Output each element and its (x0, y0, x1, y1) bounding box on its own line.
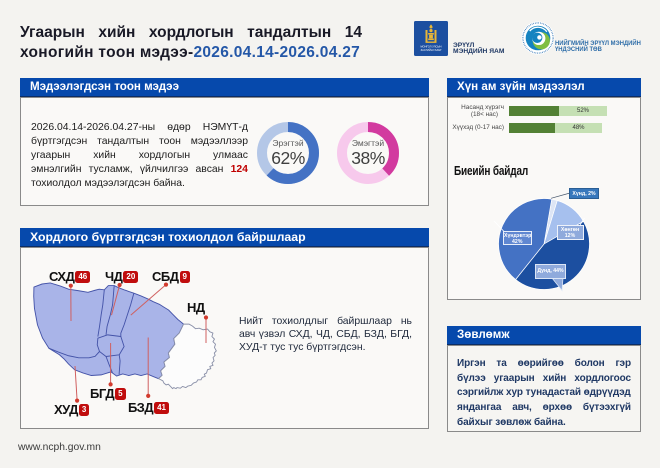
svg-text:ЗАСГИЙН ГАЗАР: ЗАСГИЙН ГАЗАР (421, 48, 442, 52)
svg-text:МОНГОЛ УЛСЫН: МОНГОЛ УЛСЫН (420, 44, 441, 48)
